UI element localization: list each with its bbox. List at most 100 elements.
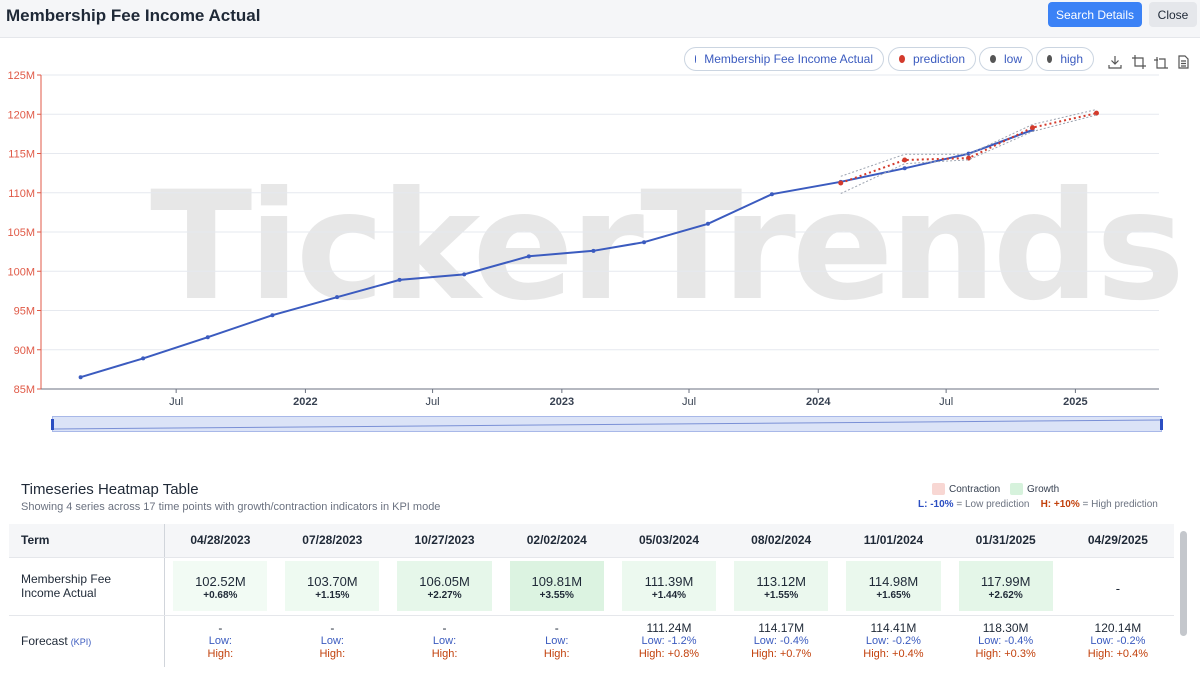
forecast-cell: - Low: High: (276, 615, 388, 667)
data-point[interactable] (642, 240, 647, 245)
cell-growth: +1.44% (651, 590, 687, 601)
x-tick-label: 2024 (806, 396, 831, 408)
y-tick-label: 105M (7, 227, 35, 239)
column-header-date[interactable]: 07/28/2023 (276, 524, 389, 558)
data-point[interactable] (902, 157, 908, 163)
data-point[interactable] (902, 166, 907, 171)
high-desc: = High prediction (1082, 499, 1158, 510)
forecast-cell: - Low: High: (388, 615, 500, 667)
column-header-date[interactable]: 05/03/2024 (612, 524, 726, 558)
column-header-date[interactable]: 02/02/2024 (500, 524, 613, 558)
table-row-actual: Membership Fee Income Actual 102.52M +0.68… (9, 557, 1174, 616)
data-point[interactable] (769, 192, 774, 197)
data-point[interactable] (270, 313, 275, 318)
series-line-membership-fee-income-actual[interactable] (80, 129, 1033, 379)
cell-growth: +2.27% (427, 590, 462, 601)
forecast-cell: 114.17M Low: -0.4% High: +0.7% (725, 615, 837, 667)
column-header-term[interactable]: Term (9, 524, 165, 558)
data-point[interactable] (205, 335, 210, 340)
forecast-high: High: +0.7% (751, 647, 812, 660)
y-tick-label: 95M (14, 306, 35, 318)
zoom-slider[interactable] (51, 416, 1163, 432)
forecast-label: Forecast (21, 634, 68, 649)
cell-growth: +0.68% (203, 590, 238, 601)
forecast-high: High: (431, 647, 458, 660)
data-point[interactable] (526, 254, 531, 259)
y-tick-label: 85M (14, 384, 35, 396)
slider-right-handle[interactable] (1160, 419, 1163, 430)
heat-cell: 102.52M +0.68% (173, 561, 268, 611)
heat-cell: 117.99M +2.62% (958, 561, 1053, 611)
forecast-cell: 111.24M Low: -1.2% High: +0.8% (613, 615, 725, 667)
kpi-badge[interactable]: (KPI) (70, 637, 92, 648)
cell-value: 117.99M (980, 574, 1031, 589)
data-point[interactable] (591, 248, 596, 253)
table-cell: - (1061, 557, 1174, 616)
cell-value: 111.39M (644, 574, 694, 589)
growth-label: Growth (1027, 483, 1060, 495)
forecast-value: - (554, 620, 559, 635)
data-point[interactable] (335, 295, 340, 300)
column-header-date[interactable]: 11/01/2024 (837, 524, 950, 558)
table-cell: 109.81M +3.55% (500, 557, 613, 616)
legend-contraction: Contraction (932, 483, 1000, 495)
zoom-reset-icon[interactable] (1154, 55, 1168, 69)
table-cell: 102.52M +0.68% (164, 557, 277, 616)
table-scrollbar[interactable] (1180, 531, 1187, 636)
forecast-low: Low: -1.2% (641, 634, 697, 647)
forecast-low: Low: (320, 634, 344, 647)
legend-label: Membership Fee Income Actual (704, 52, 873, 66)
heatmap-subtitle: Showing 4 series across 17 time points w… (21, 501, 441, 513)
column-header-date[interactable]: 08/02/2024 (725, 524, 838, 558)
column-header-date[interactable]: 01/31/2025 (949, 524, 1062, 558)
forecast-cell: 114.41M Low: -0.2% High: +0.4% (837, 615, 949, 667)
row-label-actual: Membership Fee Income Actual (9, 557, 165, 616)
data-point[interactable] (705, 221, 710, 226)
forecast-cell: - Low: High: (501, 615, 613, 667)
cell-value: 113.12M (756, 574, 807, 589)
forecast-low: Low: (208, 634, 232, 647)
column-header-date[interactable]: 04/28/2023 (164, 524, 277, 558)
search-details-button[interactable]: Search Details (1048, 2, 1142, 27)
cell-growth: +2.62% (988, 590, 1023, 601)
forecast-value: 111.24M (646, 620, 692, 635)
slider-left-handle[interactable] (51, 419, 54, 430)
column-header-date[interactable]: 04/29/2025 (1061, 524, 1174, 558)
data-point[interactable] (462, 272, 467, 277)
legend-item-prediction[interactable]: prediction (888, 47, 976, 71)
data-point[interactable] (966, 151, 971, 156)
data-point[interactable] (838, 180, 844, 186)
x-tick-label: Jul (939, 396, 953, 408)
column-header-date[interactable]: 10/27/2023 (388, 524, 501, 558)
data-view-icon[interactable] (1176, 55, 1190, 69)
forecast-value: - (442, 620, 447, 635)
data-point[interactable] (397, 277, 402, 282)
zoom-icon[interactable] (1132, 55, 1146, 69)
page-title: Membership Fee Income Actual (6, 6, 261, 25)
table-header-row: Term 04/28/2023 07/28/2023 10/27/2023 02/02/… (9, 524, 1174, 558)
legend-label: high (1060, 52, 1083, 66)
heat-cell: 113.12M +1.55% (734, 561, 829, 611)
data-point[interactable] (1093, 110, 1099, 116)
legend-item-high[interactable]: high (1036, 47, 1094, 71)
series-line-high[interactable] (840, 109, 1097, 177)
data-point[interactable] (78, 375, 83, 380)
legend-item-actual[interactable]: Membership Fee Income Actual (684, 47, 884, 71)
table-cell: 103.70M +1.15% (276, 557, 389, 616)
forecast-low: Low: (432, 634, 457, 647)
forecast-high: High: +0.4% (863, 647, 924, 660)
series-line-prediction[interactable] (840, 112, 1097, 184)
y-tick-label: 90M (14, 345, 35, 357)
legend-item-low[interactable]: low (979, 47, 1033, 71)
y-tick-label: 120M (7, 109, 35, 121)
close-button[interactable]: Close (1149, 2, 1197, 27)
download-icon[interactable] (1108, 55, 1122, 69)
forecast-low: Low: -0.2% (1090, 634, 1146, 647)
y-axis: 85M 90M 95M 100M 105M 110M 115M 120M 125M (7, 70, 42, 396)
data-point[interactable] (141, 356, 146, 361)
data-point[interactable] (1030, 125, 1036, 131)
contraction-swatch (932, 483, 945, 495)
x-tick-label: Jul (682, 396, 696, 408)
y-tick-label: 125M (7, 70, 35, 82)
forecast-high: High: (207, 647, 234, 660)
